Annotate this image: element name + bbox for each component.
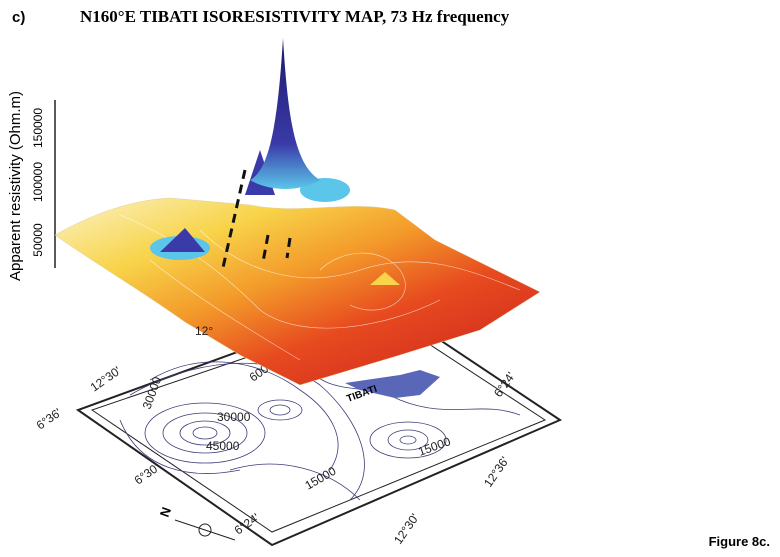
peak xyxy=(370,272,400,285)
coordinate-label: 6°36' xyxy=(34,405,64,432)
z-tick-label: 50000 xyxy=(31,223,45,257)
panel-label: c) xyxy=(12,9,25,26)
contour-label: 30000 xyxy=(217,410,251,424)
surface xyxy=(54,197,541,386)
coordinate-label: 12°30' xyxy=(88,364,124,395)
main-peak xyxy=(250,38,320,189)
z-tick-label: 100000 xyxy=(31,162,45,202)
caption: Figure 8c. xyxy=(709,534,770,549)
contour-map: 60000 30000 30000 45000 15000 15000 TIBA… xyxy=(34,298,563,547)
z-axis: 50000 100000 150000 Apparent resistivity… xyxy=(7,91,56,281)
resistivity-surface: 12° xyxy=(54,38,541,386)
low-area xyxy=(300,178,350,202)
contour-lines xyxy=(119,359,521,501)
contour-label: 45000 xyxy=(206,439,240,453)
fault-lines xyxy=(220,169,292,273)
coordinate-label: 12° xyxy=(195,324,213,338)
title: N160°E TIBATI ISORESISTIVITY MAP, 73 Hz … xyxy=(80,7,510,26)
tibati-area xyxy=(345,370,440,398)
z-axis-title: Apparent resistivity (Ohm.m) xyxy=(7,91,24,281)
north-label: N xyxy=(157,505,174,519)
coordinate-label: 12°30' xyxy=(391,511,422,547)
z-tick-label: 150000 xyxy=(31,108,45,148)
peak xyxy=(160,228,205,252)
coordinate-label: 12°36' xyxy=(481,454,512,490)
